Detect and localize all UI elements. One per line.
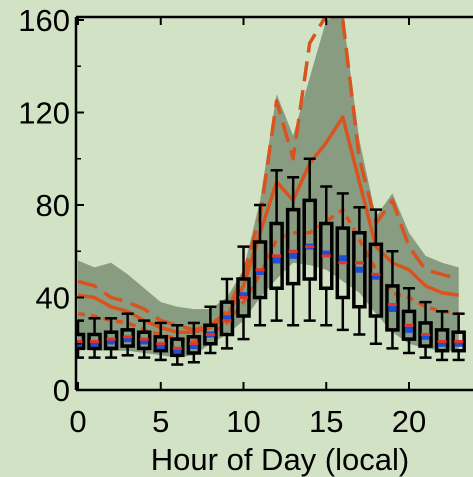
box-hour-10 — [236, 245, 251, 341]
box-iqr — [76, 332, 86, 351]
x-axis-label: Hour of Day (local) — [151, 442, 409, 477]
mean-marker — [107, 338, 116, 345]
box-iqr — [335, 226, 351, 300]
box-iqr — [368, 242, 384, 318]
y-tick-label-160: 160 — [18, 3, 70, 38]
box-hour-16 — [335, 192, 351, 332]
box-hour-23 — [451, 312, 466, 362]
mean-marker — [156, 343, 165, 350]
box-hour-18 — [368, 208, 384, 345]
mean-marker — [371, 273, 380, 280]
box-hour-12 — [269, 169, 284, 322]
series-line-upper — [77, 17, 460, 332]
box-iqr — [319, 221, 334, 290]
series-line-middle — [77, 115, 459, 334]
box-iqr — [252, 240, 268, 300]
x-tick-label-5: 5 — [152, 404, 169, 439]
box-iqr — [434, 328, 450, 353]
mean-marker — [355, 266, 364, 273]
y-tick-label-80: 80 — [36, 188, 70, 223]
box-iqr — [385, 284, 400, 332]
x-tick-label-15: 15 — [309, 404, 343, 439]
y-tick-label-40: 40 — [36, 281, 70, 316]
mean-marker — [438, 340, 447, 347]
series-line-lower — [77, 207, 459, 344]
box-iqr — [285, 207, 301, 286]
box-hour-6 — [170, 324, 185, 366]
box-iqr — [352, 231, 367, 309]
box-iqr — [418, 321, 433, 348]
box-hour-3 — [120, 312, 135, 357]
box-hour-17 — [352, 206, 367, 336]
box-iqr — [103, 330, 119, 351]
box-hour-5 — [153, 321, 168, 362]
box-iqr — [120, 328, 135, 348]
box-hour-11 — [252, 203, 268, 327]
mean-marker — [256, 269, 265, 276]
box-iqr — [87, 332, 102, 351]
box-iqr — [451, 330, 466, 353]
plot-area — [76, 17, 466, 366]
box-iqr — [170, 337, 185, 358]
box-iqr — [186, 335, 202, 355]
box-iqr — [269, 221, 284, 290]
box-hour-2 — [103, 317, 119, 359]
mean-marker — [140, 338, 149, 345]
mean-marker — [388, 306, 397, 313]
box-hour-13 — [285, 176, 301, 327]
mean-marker — [239, 292, 248, 299]
mean-marker — [405, 326, 413, 333]
box-hour-1 — [87, 317, 102, 359]
box-iqr — [236, 277, 251, 318]
mean-marker — [123, 336, 132, 343]
x-tick-label-10: 10 — [226, 404, 260, 439]
x-tick-label-20: 20 — [392, 404, 426, 439]
box-iqr — [136, 330, 152, 351]
mean-marker — [289, 252, 298, 259]
box-hour-22 — [434, 310, 450, 362]
x-tick-label-0: 0 — [69, 404, 86, 439]
box-hour-14 — [302, 157, 317, 322]
box-hour-9 — [219, 277, 235, 350]
box-hour-21 — [418, 300, 433, 359]
box-hour-4 — [136, 319, 152, 359]
mean-marker — [421, 333, 430, 340]
box-hour-15 — [319, 185, 334, 327]
box-hour-7 — [186, 321, 202, 364]
mean-marker — [322, 250, 331, 257]
mean-marker — [338, 255, 347, 262]
y-tick-label-0: 0 — [53, 373, 70, 408]
mean-marker — [189, 343, 198, 350]
box-hour-8 — [203, 305, 218, 355]
box-hour-20 — [401, 287, 417, 355]
box-hour-19 — [385, 250, 400, 350]
box-iqr — [219, 300, 235, 337]
box-iqr — [203, 323, 218, 346]
mean-marker — [90, 340, 99, 347]
mean-marker — [272, 257, 281, 264]
box-iqr — [302, 198, 317, 281]
mean-marker — [222, 315, 231, 322]
box-iqr — [153, 335, 168, 353]
mean-marker — [173, 347, 182, 354]
y-tick-label-120: 120 — [18, 96, 70, 131]
mean-marker — [454, 340, 463, 347]
box-iqr — [401, 309, 417, 341]
axes: 0 40 80 120 160 0 5 10 15 20 — [18, 3, 473, 439]
